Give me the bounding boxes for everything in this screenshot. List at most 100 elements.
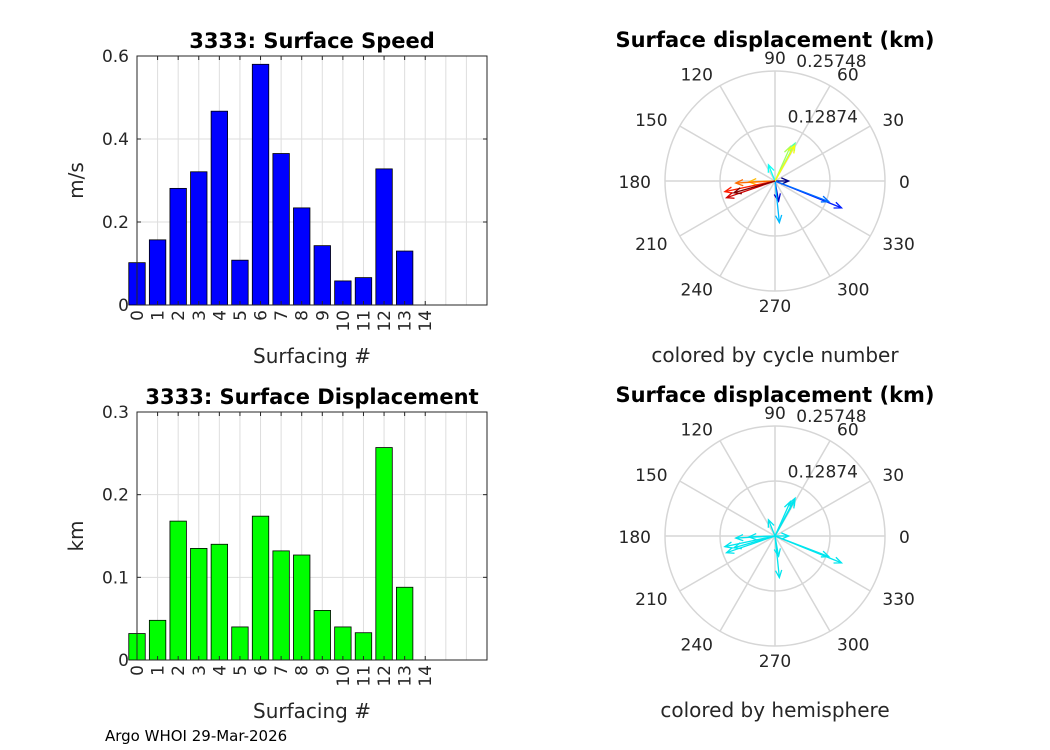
y-tick-label: 0 — [118, 296, 129, 316]
displacement-arrow — [767, 519, 776, 537]
y-tick-label: 0.4 — [102, 130, 129, 150]
angle-label-210: 210 — [635, 590, 667, 610]
displacement-arrowhead — [724, 191, 735, 199]
displacement-arrowhead — [732, 187, 742, 195]
angle-label-90: 90 — [764, 404, 786, 424]
angle-label-300: 300 — [837, 280, 869, 300]
angle-label-270: 270 — [759, 297, 791, 317]
angle-label-90: 90 — [764, 49, 786, 69]
x-tick-label: 4 — [210, 310, 230, 321]
plot-frame — [136, 55, 488, 306]
displacement-arrowhead — [787, 499, 796, 509]
chart-title: Surface displacement (km) — [615, 383, 934, 407]
displacement-arrowhead — [723, 186, 733, 194]
angle-label-30: 30 — [882, 111, 904, 131]
angle-label-150: 150 — [635, 111, 667, 131]
bar-11 — [354, 632, 373, 661]
x-axis-label: colored by cycle number — [651, 343, 899, 367]
displacement-polar-plot: 0 30 60 90 120 150 180 210 240 270 300 330 0.12874 0.… — [615, 383, 934, 722]
displacement-arrowhead — [734, 178, 744, 187]
x-tick-label: 12 — [375, 665, 395, 687]
x-tick-label: 3 — [190, 665, 210, 676]
angle-label-180: 180 — [619, 173, 651, 193]
displacement-arrowhead — [767, 163, 775, 173]
x-tick-label: 10 — [334, 665, 354, 687]
x-tick-label: 13 — [396, 310, 416, 332]
bar-6 — [251, 63, 270, 306]
bar-3 — [190, 171, 208, 306]
displacement-arrow — [774, 145, 796, 182]
x-tick-label: 2 — [169, 310, 189, 321]
angle-label-180: 180 — [619, 528, 651, 548]
x-axis-label: Surfacing # — [253, 699, 371, 723]
bar-13 — [396, 586, 414, 661]
displacement-arrow — [733, 180, 776, 194]
x-tick-label: 11 — [354, 665, 374, 687]
x-tick-label: 11 — [354, 310, 374, 332]
x-tick-label: 7 — [272, 310, 292, 321]
bar-1 — [148, 239, 167, 306]
x-tick-label: 0 — [128, 665, 148, 676]
displacement-arrowhead — [833, 556, 844, 564]
displacement-arrowhead — [773, 548, 781, 558]
radial-tick-label: 0.12874 — [788, 108, 858, 128]
angle-label-0: 0 — [899, 173, 910, 193]
y-tick-label: 0.1 — [102, 568, 129, 588]
displacement-arrowhead — [820, 195, 831, 203]
displacement-arrow — [735, 180, 776, 184]
angle-label-330: 330 — [882, 590, 914, 610]
angle-label-300: 300 — [837, 635, 869, 655]
chart-title: 3333: Surface Speed — [189, 29, 435, 53]
bar-2 — [169, 187, 187, 306]
x-axis-label: Surfacing # — [253, 344, 371, 368]
angle-label-60: 60 — [837, 66, 859, 86]
bar-6 — [251, 515, 270, 661]
x-tick-label: 9 — [313, 310, 333, 321]
bar-4 — [210, 110, 228, 306]
y-axis-label: m/s — [64, 162, 88, 199]
bar-11 — [354, 277, 373, 306]
x-tick-label: 8 — [293, 310, 313, 321]
x-tick-label: 14 — [416, 665, 436, 687]
x-tick-label: 14 — [416, 310, 436, 332]
displacement-arrow — [774, 180, 781, 223]
displacement-arrowhead — [833, 201, 844, 209]
displacement-arrowhead — [732, 542, 742, 550]
bar-5 — [231, 259, 249, 306]
x-tick-label: 10 — [334, 310, 354, 332]
bar-1 — [148, 619, 167, 661]
angle-label-120: 120 — [681, 66, 713, 86]
angle-label-60: 60 — [837, 421, 859, 441]
bar-10 — [334, 626, 352, 661]
bar-4 — [210, 543, 228, 661]
displacement-arrowhead — [784, 500, 791, 510]
displacement-arrowhead — [724, 546, 735, 554]
x-tick-label: 12 — [375, 310, 395, 332]
y-tick-label: 0.2 — [102, 213, 129, 233]
displacement-arrowhead — [723, 541, 733, 549]
displacement-arrowhead — [781, 177, 791, 185]
bar-12 — [375, 168, 393, 306]
y-axis-label: km — [64, 520, 88, 551]
radial-tick-label: 0.12874 — [788, 463, 858, 483]
plot-area — [137, 412, 487, 660]
x-axis-label: colored by hemisphere — [660, 698, 889, 722]
angle-label-240: 240 — [681, 635, 713, 655]
bar-13 — [396, 250, 414, 306]
displacement-arrowhead — [774, 569, 783, 580]
displacement-arrowhead — [781, 532, 791, 540]
x-tick-label: 1 — [149, 665, 169, 676]
x-tick-label: 0 — [128, 310, 148, 321]
angle-label-210: 210 — [635, 235, 667, 255]
x-tick-label: 2 — [169, 665, 189, 676]
angle-label-330: 330 — [882, 235, 914, 255]
radial-tick-label: 0.25748 — [796, 407, 866, 427]
chart-title: 3333: Surface Displacement — [145, 385, 478, 409]
angle-label-30: 30 — [882, 466, 904, 486]
x-tick-label: 5 — [231, 665, 251, 676]
y-tick-label: 0.2 — [102, 486, 129, 506]
displacement-arrow — [774, 180, 830, 203]
displacement-arrow — [774, 535, 781, 578]
bar-7 — [272, 153, 290, 306]
